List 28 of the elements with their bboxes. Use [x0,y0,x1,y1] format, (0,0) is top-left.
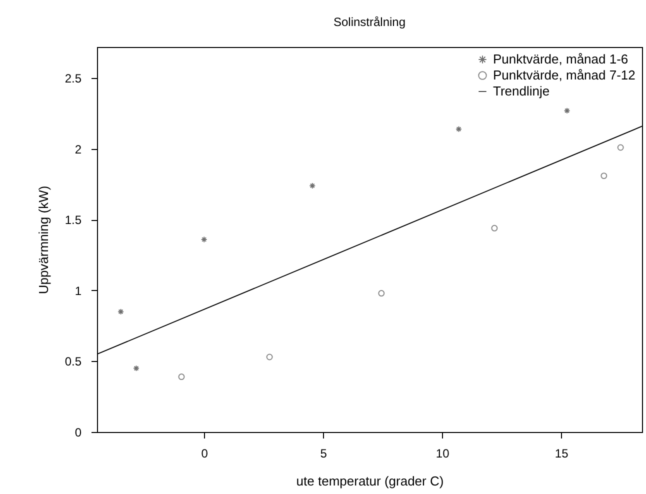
y-tick-label: 2.5 [64,72,82,86]
y-tick-label: 1 [74,284,82,298]
y-tick-label: 1.5 [64,213,82,228]
legend-label: Trendlinje [493,84,550,98]
legend-label: Punktvärde, månad 1-6 [493,52,628,66]
x-tick-label: 0 [201,446,208,460]
x-tick-label: 5 [320,446,328,460]
point [178,374,185,380]
chart-title: Solinstrålning [333,15,406,29]
point [309,182,316,189]
y-tick-label: 0 [74,426,82,440]
y-tick-label: 2 [74,142,82,156]
point [133,365,140,372]
point [200,236,208,243]
point [118,308,124,315]
point [617,144,624,151]
x-tick-label: 15 [554,446,569,460]
point [600,172,608,180]
x-axis-title: ute temperatur (grader C) [296,474,444,488]
y-tick-label: 0.5 [64,354,82,369]
legend-label: Punktvärde, månad 7-12 [493,68,636,82]
x-tick-label: 10 [436,446,450,460]
point [564,107,570,114]
point [378,290,385,297]
point [491,224,498,232]
point [456,126,462,132]
y-axis-title: Uppvärmning (kW) [36,186,51,294]
point [266,354,273,360]
